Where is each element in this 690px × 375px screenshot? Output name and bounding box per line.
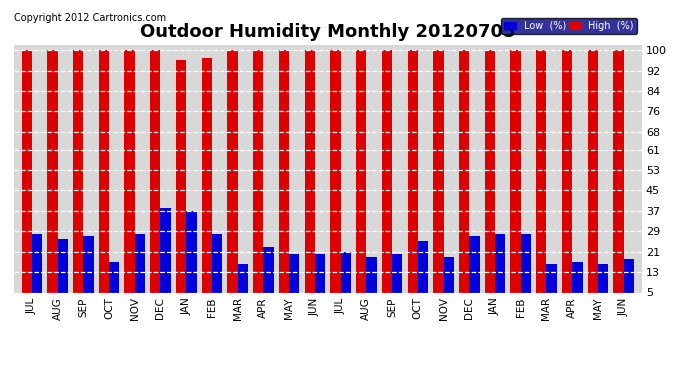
Bar xyxy=(536,50,546,305)
Bar xyxy=(366,257,377,305)
Bar xyxy=(109,262,119,305)
Bar xyxy=(304,50,315,305)
Bar xyxy=(418,242,428,305)
Bar xyxy=(83,236,94,305)
Legend: Low  (%), High  (%): Low (%), High (%) xyxy=(502,18,637,33)
Bar xyxy=(124,50,135,305)
Bar xyxy=(99,50,109,305)
Bar xyxy=(186,211,197,305)
Bar xyxy=(201,58,212,305)
Bar xyxy=(150,50,161,305)
Text: Copyright 2012 Cartronics.com: Copyright 2012 Cartronics.com xyxy=(14,13,166,23)
Bar xyxy=(315,254,325,305)
Bar xyxy=(237,264,248,305)
Bar xyxy=(511,50,521,305)
Bar xyxy=(228,50,237,305)
Bar xyxy=(588,50,598,305)
Bar xyxy=(598,264,609,305)
Bar xyxy=(408,50,418,305)
Bar xyxy=(562,50,572,305)
Bar xyxy=(624,260,634,305)
Bar xyxy=(212,234,222,305)
Bar xyxy=(521,234,531,305)
Bar xyxy=(444,257,454,305)
Bar xyxy=(546,264,557,305)
Bar xyxy=(289,254,299,305)
Bar xyxy=(57,239,68,305)
Bar xyxy=(382,50,392,305)
Bar xyxy=(469,236,480,305)
Bar xyxy=(572,262,582,305)
Bar xyxy=(485,50,495,305)
Bar xyxy=(356,50,366,305)
Title: Outdoor Humidity Monthly 20120705: Outdoor Humidity Monthly 20120705 xyxy=(140,22,515,40)
Bar xyxy=(264,247,274,305)
Bar xyxy=(161,208,171,305)
Bar xyxy=(253,50,264,305)
Bar xyxy=(32,234,42,305)
Bar xyxy=(135,234,145,305)
Bar xyxy=(495,234,505,305)
Bar xyxy=(613,50,624,305)
Bar xyxy=(279,50,289,305)
Bar xyxy=(47,50,57,305)
Bar xyxy=(176,60,186,305)
Bar xyxy=(21,50,32,305)
Bar xyxy=(341,252,351,305)
Bar xyxy=(73,50,83,305)
Bar xyxy=(331,50,341,305)
Bar xyxy=(392,254,402,305)
Bar xyxy=(459,50,469,305)
Bar xyxy=(433,50,444,305)
